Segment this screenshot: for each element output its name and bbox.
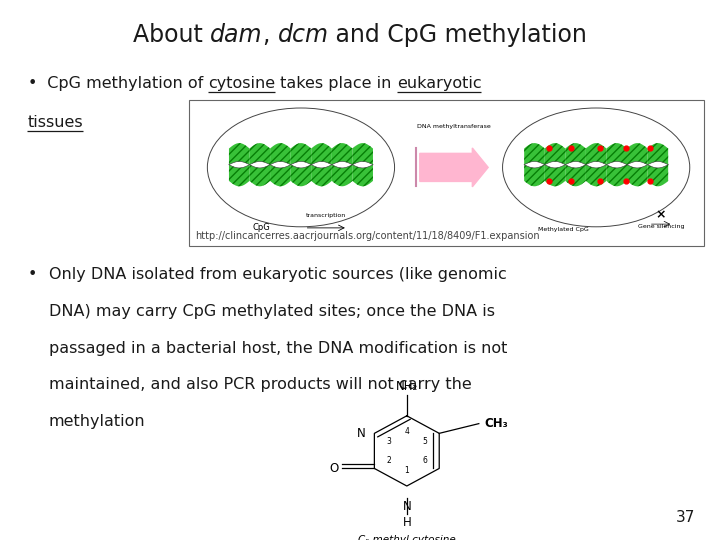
Text: O: O bbox=[330, 462, 339, 475]
Text: and CpG methylation: and CpG methylation bbox=[328, 23, 588, 47]
Text: maintained, and also PCR products will not carry the: maintained, and also PCR products will n… bbox=[49, 377, 472, 393]
Text: passaged in a bacterial host, the DNA modification is not: passaged in a bacterial host, the DNA mo… bbox=[49, 341, 508, 356]
Text: methylation: methylation bbox=[49, 414, 145, 429]
Text: 6: 6 bbox=[422, 456, 427, 465]
Text: Gene silencing: Gene silencing bbox=[638, 225, 684, 230]
Text: dam: dam bbox=[210, 23, 263, 47]
FancyArrow shape bbox=[420, 148, 488, 187]
Text: CpG: CpG bbox=[253, 223, 270, 232]
FancyBboxPatch shape bbox=[189, 100, 704, 246]
Text: H: H bbox=[402, 516, 411, 529]
Text: eukaryotic: eukaryotic bbox=[397, 76, 482, 91]
Text: http://clincancerres.aacrjournals.org/content/11/18/8409/F1.expansion: http://clincancerres.aacrjournals.org/co… bbox=[195, 231, 540, 241]
Text: takes place in: takes place in bbox=[275, 76, 397, 91]
Text: N: N bbox=[402, 500, 411, 512]
Text: CH₃: CH₃ bbox=[485, 417, 508, 430]
Text: DNA) may carry CpG methylated sites; once the DNA is: DNA) may carry CpG methylated sites; onc… bbox=[49, 304, 495, 319]
Text: •: • bbox=[27, 76, 37, 91]
Text: dcm: dcm bbox=[277, 23, 328, 47]
Text: ,: , bbox=[263, 23, 277, 47]
Text: 37: 37 bbox=[675, 510, 695, 525]
Text: ×: × bbox=[656, 208, 666, 221]
Text: DNA methyltransferase: DNA methyltransferase bbox=[417, 124, 491, 129]
Text: 4: 4 bbox=[405, 427, 409, 436]
Text: 5: 5 bbox=[422, 437, 427, 445]
Text: Only DNA isolated from eukaryotic sources (like genomic: Only DNA isolated from eukaryotic source… bbox=[49, 267, 507, 282]
Text: cytosine: cytosine bbox=[208, 76, 275, 91]
Text: tissues: tissues bbox=[27, 115, 83, 130]
Ellipse shape bbox=[503, 108, 690, 227]
Text: 3: 3 bbox=[387, 437, 392, 445]
Text: •: • bbox=[27, 267, 37, 282]
Text: CpG methylation of: CpG methylation of bbox=[37, 76, 208, 91]
Ellipse shape bbox=[207, 108, 395, 227]
Text: N: N bbox=[357, 427, 366, 440]
Text: About: About bbox=[132, 23, 210, 47]
Text: transcription: transcription bbox=[306, 213, 346, 218]
Text: NH₂: NH₂ bbox=[396, 380, 418, 393]
Text: Methylated CpG: Methylated CpG bbox=[539, 227, 589, 232]
Text: C₅ methyl cytosine: C₅ methyl cytosine bbox=[358, 535, 456, 540]
Text: 1: 1 bbox=[405, 465, 409, 475]
Text: 2: 2 bbox=[387, 456, 392, 465]
